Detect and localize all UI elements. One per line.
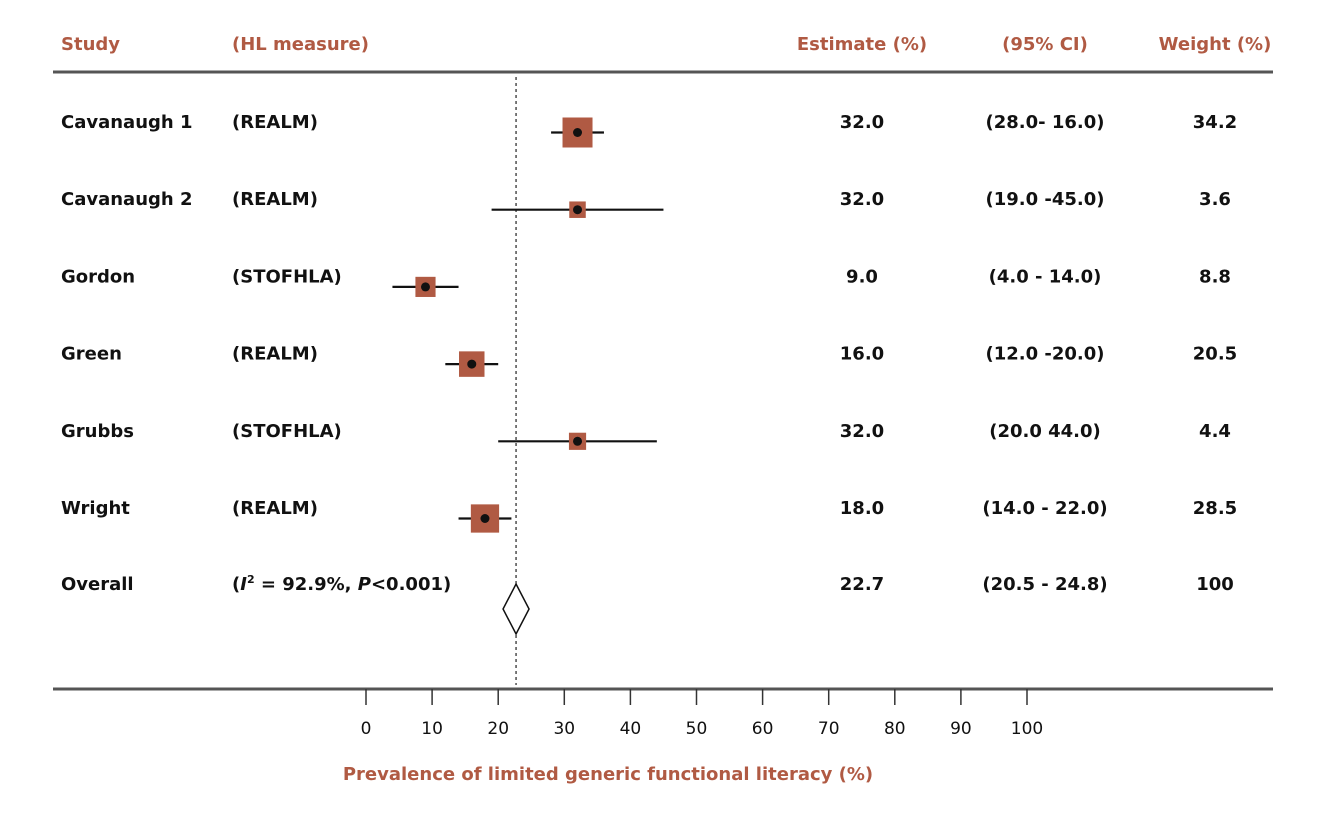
weight-value: 20.5 (1193, 344, 1237, 365)
study-name: Wright (61, 498, 130, 519)
estimate-value: 18.0 (840, 498, 884, 519)
heterogeneity-stat: (I2 = 92.9%, P<0.001) (232, 573, 451, 595)
hl-measure: (REALM) (232, 344, 318, 365)
point-estimate (467, 359, 477, 369)
point-estimate (480, 514, 490, 523)
estimate-value: 32.0 (840, 421, 884, 442)
tick-label: 30 (553, 719, 575, 739)
ci-value: (19.0 -45.0) (985, 189, 1104, 210)
hl-measure: (STOFHLA) (232, 421, 342, 442)
study-row: Cavanaugh 2 (REALM) 32.0 (19.0 -45.0) 3.6 (61, 189, 1231, 218)
tick-label: 10 (421, 719, 443, 739)
point-estimate (573, 436, 583, 446)
study-name: Cavanaugh 2 (61, 189, 193, 210)
header-measure: (HL measure) (232, 34, 369, 55)
header-estimate: Estimate (%) (797, 34, 927, 55)
header-study: Study (61, 34, 120, 55)
study-name: Cavanaugh 1 (61, 112, 193, 133)
ci-value: (4.0 - 14.0) (989, 266, 1102, 287)
overall-ci: (20.5 - 24.8) (982, 574, 1107, 595)
estimate-value: 32.0 (840, 112, 884, 133)
study-row: Wright (REALM) 18.0 (14.0 - 22.0) 28.5 (61, 498, 1237, 533)
hl-measure: (REALM) (232, 189, 318, 210)
study-rows: Cavanaugh 1 (REALM) 32.0 (28.0- 16.0) 34.2Ca… (61, 112, 1237, 533)
hl-measure: (REALM) (232, 498, 318, 519)
study-row: Gordon (STOFHLA) 9.0 (4.0 - 14.0) 8.8 (61, 266, 1231, 297)
header-ci: (95% CI) (1002, 34, 1088, 55)
x-axis-label: Prevalence of limited generic functional… (343, 764, 873, 785)
ci-value: (12.0 -20.0) (985, 344, 1104, 365)
study-name: Gordon (61, 266, 135, 287)
weight-value: 4.4 (1199, 421, 1231, 442)
tick-label: 50 (686, 719, 708, 739)
tick-label: 0 (361, 719, 372, 739)
weight-value: 34.2 (1193, 112, 1237, 133)
ci-value: (14.0 - 22.0) (982, 498, 1107, 519)
study-row: Green (REALM) 16.0 (12.0 -20.0) 20.5 (61, 344, 1237, 377)
ci-value: (20.0 44.0) (989, 421, 1101, 442)
point-estimate (420, 282, 430, 292)
study-name: Grubbs (61, 421, 134, 442)
overall-row: Overall (I2 = 92.9%, P<0.001) 22.7 (20.5 - … (61, 573, 1234, 636)
study-name: Green (61, 344, 122, 365)
overall-estimate: 22.7 (840, 574, 884, 595)
hl-measure: (REALM) (232, 112, 318, 133)
overall-weight: 100 (1196, 574, 1234, 595)
header-row: Study (HL measure) Estimate (%) (95% CI)… (61, 34, 1271, 55)
weight-value: 8.8 (1199, 266, 1231, 287)
tick-label: 40 (620, 719, 642, 739)
point-estimate (573, 128, 583, 137)
hl-measure: (STOFHLA) (232, 266, 342, 287)
overall-diamond (502, 582, 530, 636)
tick-label: 80 (884, 719, 906, 739)
tick-label: 90 (950, 719, 972, 739)
estimate-value: 16.0 (840, 344, 884, 365)
estimate-value: 9.0 (846, 266, 878, 287)
x-axis: 0 10 20 30 40 50 60 70 80 90 100 (361, 689, 1043, 739)
tick-label: 70 (818, 719, 840, 739)
header-weight: Weight (%) (1159, 34, 1272, 55)
overall-label: Overall (61, 574, 134, 595)
tick-label: 60 (752, 719, 774, 739)
study-row: Cavanaugh 1 (REALM) 32.0 (28.0- 16.0) 34.2 (61, 112, 1237, 148)
tick-label: 100 (1011, 719, 1043, 739)
tick-label: 20 (487, 719, 509, 739)
point-estimate (573, 205, 583, 215)
weight-value: 3.6 (1199, 189, 1231, 210)
ci-value: (28.0- 16.0) (985, 112, 1104, 133)
study-row: Grubbs (STOFHLA) 32.0 (20.0 44.0) 4.4 (61, 421, 1231, 450)
weight-value: 28.5 (1193, 498, 1237, 519)
estimate-value: 32.0 (840, 189, 884, 210)
